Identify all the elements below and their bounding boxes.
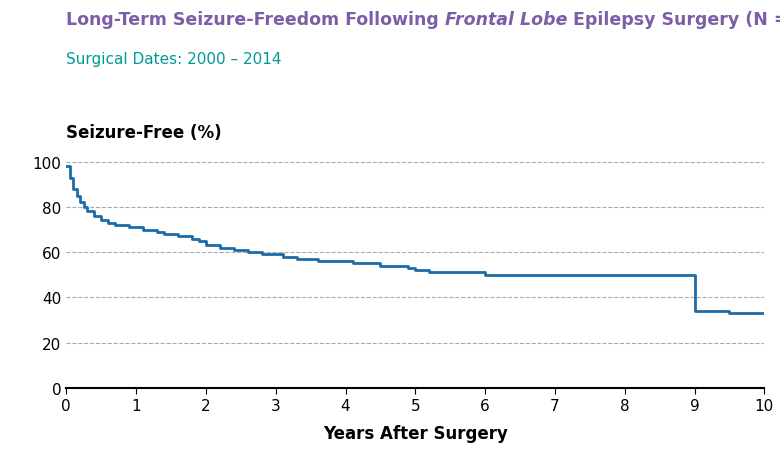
Text: Epilepsy Surgery (N = 242): Epilepsy Surgery (N = 242) <box>567 11 780 29</box>
Text: Frontal Lobe: Frontal Lobe <box>445 11 567 29</box>
X-axis label: Years After Surgery: Years After Surgery <box>323 424 508 442</box>
Text: Seizure-Free (%): Seizure-Free (%) <box>66 124 222 142</box>
Text: Long-Term Seizure-Freedom Following: Long-Term Seizure-Freedom Following <box>66 11 445 29</box>
Text: Surgical Dates: 2000 – 2014: Surgical Dates: 2000 – 2014 <box>66 52 282 67</box>
